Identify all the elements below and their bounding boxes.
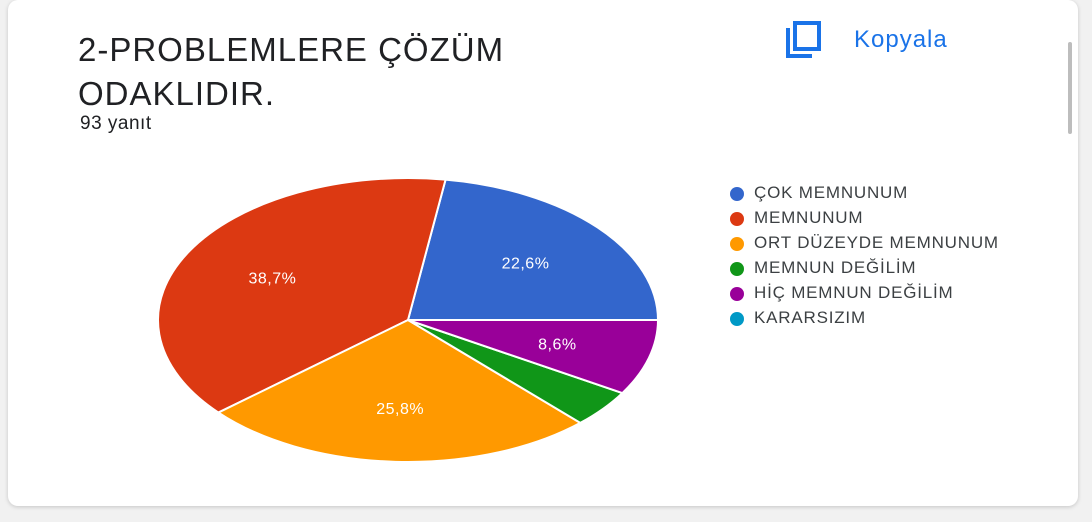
legend-item: ORT DÜZEYDE MEMNUNUM: [730, 232, 1060, 254]
copy-chart-button[interactable]: Kopyala: [784, 18, 948, 62]
legend-swatch: [730, 187, 744, 201]
slice-label: 22,6%: [502, 256, 550, 273]
legend-label: ÇOK MEMNUNUM: [754, 183, 909, 202]
legend-item: HİÇ MEMNUN DEĞİLİM: [730, 282, 1060, 304]
question-summary-card: 2-PROBLEMLERE ÇÖZÜM ODAKLIDIR. 93 yanıt …: [8, 0, 1078, 506]
response-count: 93 yanıt: [80, 113, 152, 134]
legend-swatch: [730, 287, 744, 301]
pie-slice: [157, 176, 447, 414]
pie-slice: [407, 319, 660, 395]
legend-label: ORT DÜZEYDE MEMNUNUM: [754, 233, 999, 252]
legend-item: MEMNUNUM: [730, 207, 1060, 229]
legend-item: ÇOK MEMNUNUM: [730, 182, 1060, 204]
slice-label: 8,6%: [538, 337, 576, 354]
pie-chart: 22,6% 38,7% 25,8% 8,6%: [157, 176, 660, 463]
legend-swatch: [730, 262, 744, 276]
legend-swatch: [730, 312, 744, 326]
legend-item: MEMNUN DEĞİLİM: [730, 257, 1060, 279]
copy-label: Kopyala: [854, 26, 948, 53]
pie-slice: [406, 178, 660, 321]
question-title: 2-PROBLEMLERE ÇÖZÜM ODAKLIDIR.: [78, 31, 505, 112]
scrollbar[interactable]: [1068, 42, 1072, 134]
slice-label: 38,7%: [248, 270, 296, 287]
legend-item: KARARSIZIM: [730, 307, 1060, 329]
legend-label: HİÇ MEMNUN DEĞİLİM: [754, 283, 954, 302]
legend-swatch: [730, 212, 744, 226]
pie-slice: [216, 318, 583, 463]
legend-label: KARARSIZIM: [754, 308, 866, 327]
copy-icon: [786, 21, 821, 58]
slice-label: 25,8%: [376, 401, 424, 418]
legend-label: MEMNUNUM: [754, 208, 864, 227]
legend-label: MEMNUN DEĞİLİM: [754, 258, 917, 277]
legend-swatch: [730, 237, 744, 251]
chart-legend: ÇOK MEMNUNUM MEMNUNUM ORT DÜZEYDE MEMNUN…: [730, 182, 1060, 332]
